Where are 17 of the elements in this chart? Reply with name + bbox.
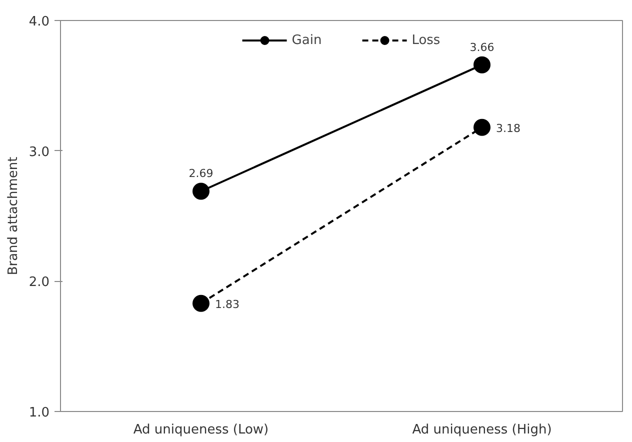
y-axis-title: Brand attachment (6, 156, 21, 276)
point (474, 56, 490, 74)
point (474, 118, 490, 136)
y-tick-label: 3.0 (28, 144, 50, 160)
y-tick-label: 1.0 (28, 406, 50, 420)
y-tick-label: 4.0 (28, 14, 50, 30)
data-label: 1.83 (215, 298, 240, 311)
x-tick-label: Ad uniqueness (High) (412, 422, 552, 438)
x-tick-label: Ad uniqueness (Low) (133, 422, 269, 438)
data-label: 2.69 (188, 167, 214, 180)
legend-label: Gain (292, 32, 322, 48)
point (192, 182, 210, 200)
y-tick-label: 2.0 (28, 275, 50, 290)
legend-label: Loss (412, 32, 440, 48)
data-label: 3.18 (496, 122, 520, 135)
data-label: 3.66 (470, 40, 494, 54)
point (192, 294, 210, 312)
